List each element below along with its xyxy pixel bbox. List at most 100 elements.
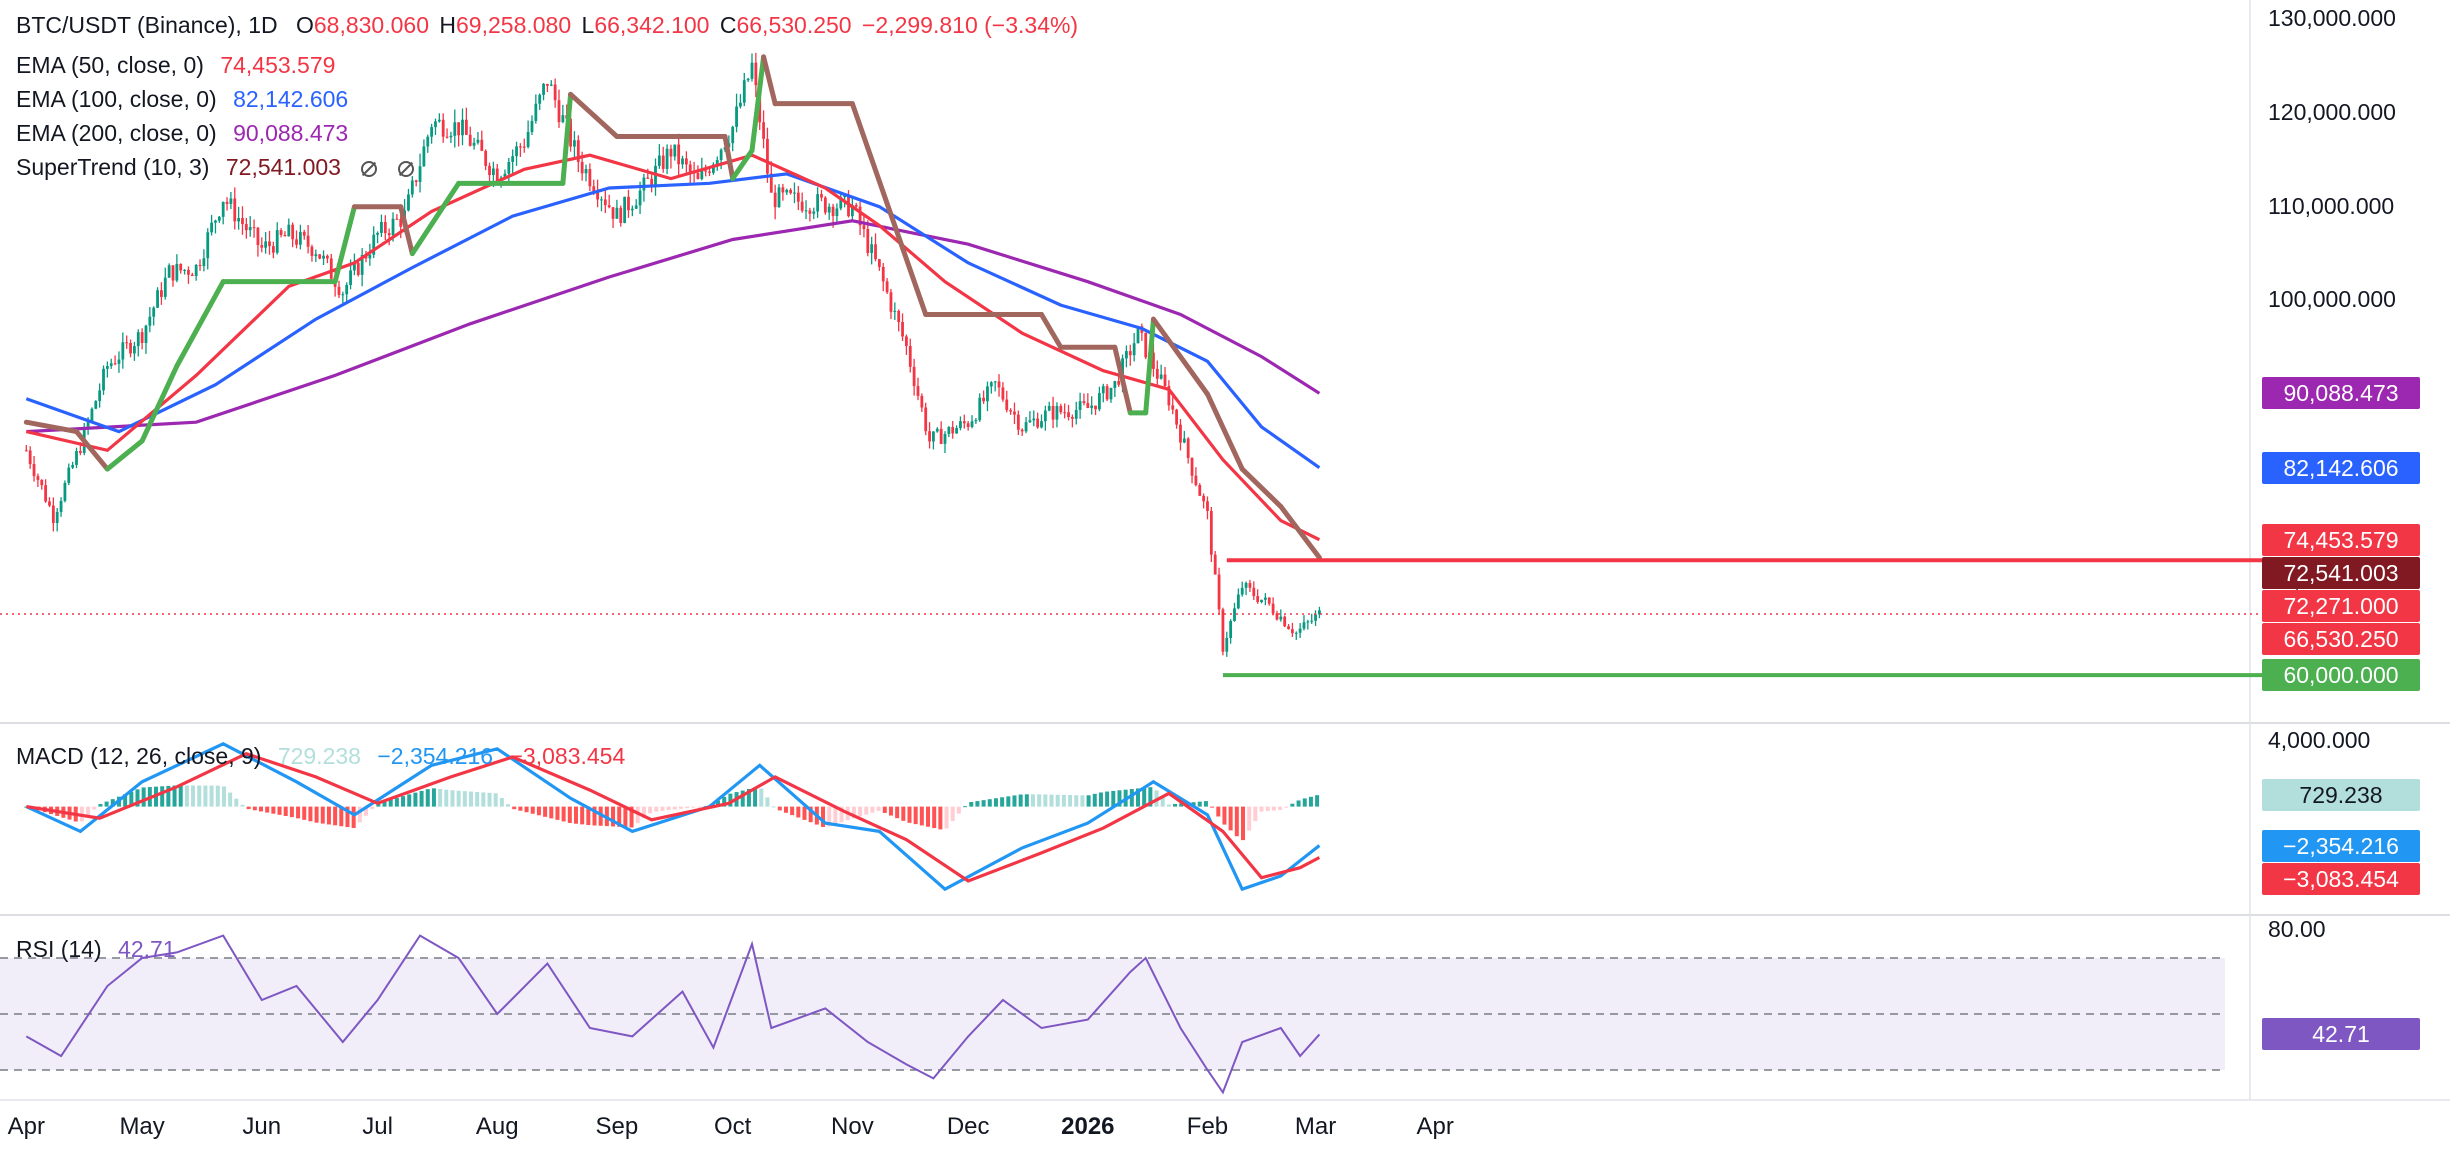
macd-histogram-bar <box>1117 790 1122 807</box>
candle-body <box>102 368 105 391</box>
ema200-name: EMA (200, close, 0) <box>16 120 217 146</box>
macd-histogram-bar <box>969 802 974 807</box>
candle-body <box>897 310 901 323</box>
candle-body <box>129 342 132 354</box>
candle-body <box>962 421 966 424</box>
macd-histogram-bar <box>425 789 430 807</box>
candle-body <box>67 467 71 483</box>
macd-histogram-bar <box>975 801 980 807</box>
candle-body <box>1090 405 1094 408</box>
candle-body <box>804 210 808 212</box>
macd-histogram-bar <box>110 799 115 807</box>
rsi-value: 42.71 <box>118 936 176 962</box>
time-tick-label: Sep <box>595 1113 639 1140</box>
macd-histogram-bar <box>1278 806 1283 810</box>
candle-body <box>1190 457 1194 476</box>
macd-histogram-bar <box>821 806 826 827</box>
candle-body <box>453 122 457 136</box>
macd-histogram-bar <box>1049 794 1054 807</box>
macd-histogram-bar <box>215 785 220 807</box>
candle-body <box>677 144 681 165</box>
candle-body <box>634 205 638 209</box>
macd-histogram-bar <box>1210 806 1215 808</box>
macd-histogram-bar <box>796 806 801 818</box>
supertrend-segment <box>332 204 357 285</box>
supertrend-segment <box>1143 316 1156 416</box>
legend-ema100[interactable]: EMA (100, close, 0) 82,142.606 <box>16 82 352 116</box>
candle-body <box>113 363 117 365</box>
candle-body <box>32 464 36 477</box>
candle-body <box>1298 628 1302 633</box>
candle-body <box>935 428 939 432</box>
candle-body <box>905 336 908 346</box>
legend-supertrend[interactable]: SuperTrend (10, 3) 72,541.003 <box>16 150 418 184</box>
candle-body <box>615 207 619 219</box>
macd-histogram-bar <box>938 806 943 830</box>
macd-histogram-bar <box>1315 795 1320 807</box>
macd-histogram-bar <box>1203 801 1208 807</box>
candle-body <box>51 505 55 524</box>
candle-body <box>557 100 561 123</box>
candle-body <box>271 246 275 253</box>
macd-histogram-bar <box>685 806 690 809</box>
macd-histogram-bar <box>1086 795 1091 807</box>
candle-body <box>410 180 414 195</box>
candle-body <box>1167 386 1171 406</box>
macd-histogram-bar <box>993 798 998 807</box>
candle-body <box>395 218 399 220</box>
hidden-icon[interactable] <box>361 161 378 177</box>
candle-body <box>1082 401 1086 404</box>
candle-body <box>476 139 480 143</box>
candle-body <box>275 230 279 253</box>
candle-body <box>766 138 769 174</box>
candle-body <box>1318 610 1321 615</box>
macd-histogram-bar <box>296 806 301 819</box>
candle-body <box>1059 406 1063 413</box>
candle-body <box>40 479 44 486</box>
macd-histogram-bar <box>1043 794 1048 807</box>
macd-histogram-bar <box>1006 796 1011 807</box>
macd-histogram-bar <box>394 797 399 807</box>
candle-body <box>1279 616 1283 620</box>
legend-ema200[interactable]: EMA (200, close, 0) 90,088.473 <box>16 116 352 150</box>
candle-body <box>121 342 125 360</box>
candle-body <box>908 345 912 367</box>
macd-histogram-bar <box>555 806 560 820</box>
legend-open: 68,830.060 <box>313 12 429 38</box>
candle-body <box>229 198 233 204</box>
macd-histogram-bar <box>573 806 578 824</box>
macd-histogram-bar <box>858 806 863 817</box>
hidden-icon[interactable] <box>397 161 414 177</box>
candle-body <box>974 420 978 422</box>
legend-ema50[interactable]: EMA (50, close, 0) 74,453.579 <box>16 48 339 82</box>
macd-histogram-bar <box>1037 794 1042 807</box>
candle-body <box>71 464 75 468</box>
macd-line-value: −2,354.216 <box>377 743 494 769</box>
candle-body <box>746 78 750 81</box>
candle-body <box>854 204 858 207</box>
candle-body <box>1067 412 1070 418</box>
candle-body <box>789 189 792 194</box>
macd-histogram-bar <box>419 790 424 807</box>
macd-histogram-bar <box>580 806 585 825</box>
candle-body <box>1105 386 1109 400</box>
macd-histogram-bar <box>567 806 572 823</box>
legend-macd[interactable]: MACD (12, 26, close, 9) 729.238 −2,354.2… <box>16 739 629 773</box>
supertrend-segment <box>560 91 574 186</box>
supertrend-value: 72,541.003 <box>225 154 341 180</box>
candle-body <box>916 386 920 396</box>
macd-histogram-bar <box>1055 794 1060 807</box>
macd-title: MACD (12, 26, close, 9) <box>16 743 262 769</box>
macd-histogram-bar <box>1284 806 1289 808</box>
candle-body <box>1155 368 1159 379</box>
candle-body <box>1179 424 1182 443</box>
macd-histogram-bar <box>783 806 788 813</box>
macd-histogram-bar <box>475 792 480 807</box>
candle-body <box>796 192 800 202</box>
candle-body <box>1117 381 1121 385</box>
macd-histogram-bar <box>104 801 109 807</box>
candle-body <box>1236 594 1240 609</box>
legend-rsi[interactable]: RSI (14) 42.71 <box>16 932 180 966</box>
candle-body <box>326 255 329 259</box>
